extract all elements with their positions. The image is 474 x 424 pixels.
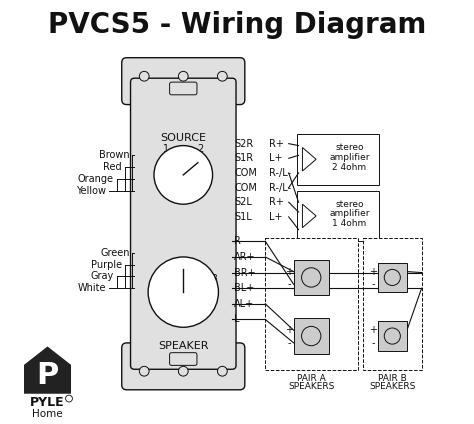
Text: R+: R+ [269, 139, 284, 149]
FancyBboxPatch shape [170, 82, 197, 95]
FancyBboxPatch shape [122, 58, 245, 105]
Text: L+: L+ [269, 212, 283, 222]
Text: R+: R+ [269, 197, 284, 207]
Text: 1 4ohm: 1 4ohm [332, 219, 366, 228]
Text: -: - [287, 338, 291, 348]
Text: Home: Home [32, 409, 63, 419]
FancyBboxPatch shape [122, 343, 245, 390]
Text: PAIR B: PAIR B [378, 374, 407, 382]
Text: ®: ® [66, 396, 72, 401]
Circle shape [154, 145, 212, 204]
Text: PYLE: PYLE [30, 396, 65, 409]
Text: 8 OHM: 8 OHM [381, 338, 404, 344]
Text: L.CH.: L.CH. [302, 330, 320, 336]
Text: 8 OHM: 8 OHM [300, 338, 323, 344]
Circle shape [218, 366, 227, 376]
Text: SPEAKER: SPEAKER [158, 341, 209, 351]
Circle shape [384, 328, 401, 344]
Text: stereo: stereo [335, 200, 364, 209]
Text: L.CH.: L.CH. [383, 330, 401, 336]
Text: SPEAKERS: SPEAKERS [369, 382, 416, 391]
Polygon shape [302, 148, 316, 171]
FancyBboxPatch shape [130, 78, 236, 369]
Text: Green: Green [100, 248, 129, 258]
Text: Orange: Orange [78, 174, 114, 184]
Circle shape [301, 268, 321, 287]
Circle shape [218, 71, 227, 81]
Circle shape [65, 395, 73, 402]
Text: S1L: S1L [234, 212, 252, 222]
Text: 8 OHM: 8 OHM [381, 279, 404, 285]
Text: R-/L-: R-/L- [269, 168, 292, 178]
Text: R.CH.: R.CH. [302, 271, 321, 278]
Polygon shape [25, 348, 70, 393]
Circle shape [139, 71, 149, 81]
Text: L-: L- [234, 315, 243, 324]
Text: Yellow: Yellow [76, 186, 106, 195]
Bar [294, 318, 329, 354]
Text: PAIR A: PAIR A [297, 374, 326, 382]
Text: A: A [153, 283, 159, 293]
Text: -: - [371, 338, 374, 348]
Bar [378, 321, 407, 351]
Text: P: P [36, 361, 59, 390]
Bar [378, 263, 407, 292]
Text: 2 4ohm: 2 4ohm [332, 162, 366, 172]
Text: A+B: A+B [199, 274, 219, 283]
Text: COM: COM [234, 183, 257, 192]
Text: AR+: AR+ [234, 252, 255, 262]
Text: BR+: BR+ [234, 268, 255, 278]
Text: 8 OHM: 8 OHM [300, 279, 323, 285]
Text: S2L: S2L [234, 197, 252, 207]
Bar [265, 238, 358, 370]
Circle shape [301, 326, 321, 346]
Circle shape [384, 269, 401, 285]
Text: Purple: Purple [91, 260, 122, 270]
Text: White: White [78, 283, 106, 293]
Polygon shape [302, 204, 316, 228]
Text: +: + [369, 267, 377, 276]
Bar [363, 238, 421, 370]
FancyBboxPatch shape [170, 353, 197, 365]
Text: R.CH.: R.CH. [383, 271, 402, 278]
Text: PVCS5 - Wiring Diagram: PVCS5 - Wiring Diagram [48, 11, 426, 39]
Text: +: + [285, 325, 293, 335]
Text: stereo: stereo [335, 143, 364, 152]
Text: R-/L-: R-/L- [269, 183, 292, 192]
Text: 1: 1 [163, 144, 169, 153]
Text: L+: L+ [269, 153, 283, 163]
Text: -: - [287, 279, 291, 289]
Text: Red: Red [103, 162, 122, 172]
Circle shape [148, 257, 219, 327]
Text: SOURCE: SOURCE [160, 133, 206, 143]
Text: +: + [369, 325, 377, 335]
Circle shape [178, 366, 188, 376]
Text: -: - [371, 279, 374, 289]
Bar [294, 260, 329, 295]
Text: B: B [176, 270, 183, 279]
FancyBboxPatch shape [297, 134, 379, 185]
Text: S2R: S2R [234, 139, 253, 149]
Text: Gray: Gray [91, 271, 114, 282]
Text: S1R: S1R [234, 153, 253, 163]
Text: AL+: AL+ [234, 299, 254, 309]
Text: Brown: Brown [99, 151, 129, 160]
Text: +: + [285, 267, 293, 276]
Text: amplifier: amplifier [329, 209, 370, 218]
Text: SPEAKERS: SPEAKERS [288, 382, 335, 391]
Text: BL+: BL+ [234, 283, 255, 293]
FancyBboxPatch shape [297, 190, 379, 241]
Text: COM: COM [234, 168, 257, 178]
Text: amplifier: amplifier [329, 153, 370, 162]
Text: R-: R- [234, 236, 244, 246]
Circle shape [178, 71, 188, 81]
Text: 2: 2 [198, 144, 204, 153]
Circle shape [139, 366, 149, 376]
